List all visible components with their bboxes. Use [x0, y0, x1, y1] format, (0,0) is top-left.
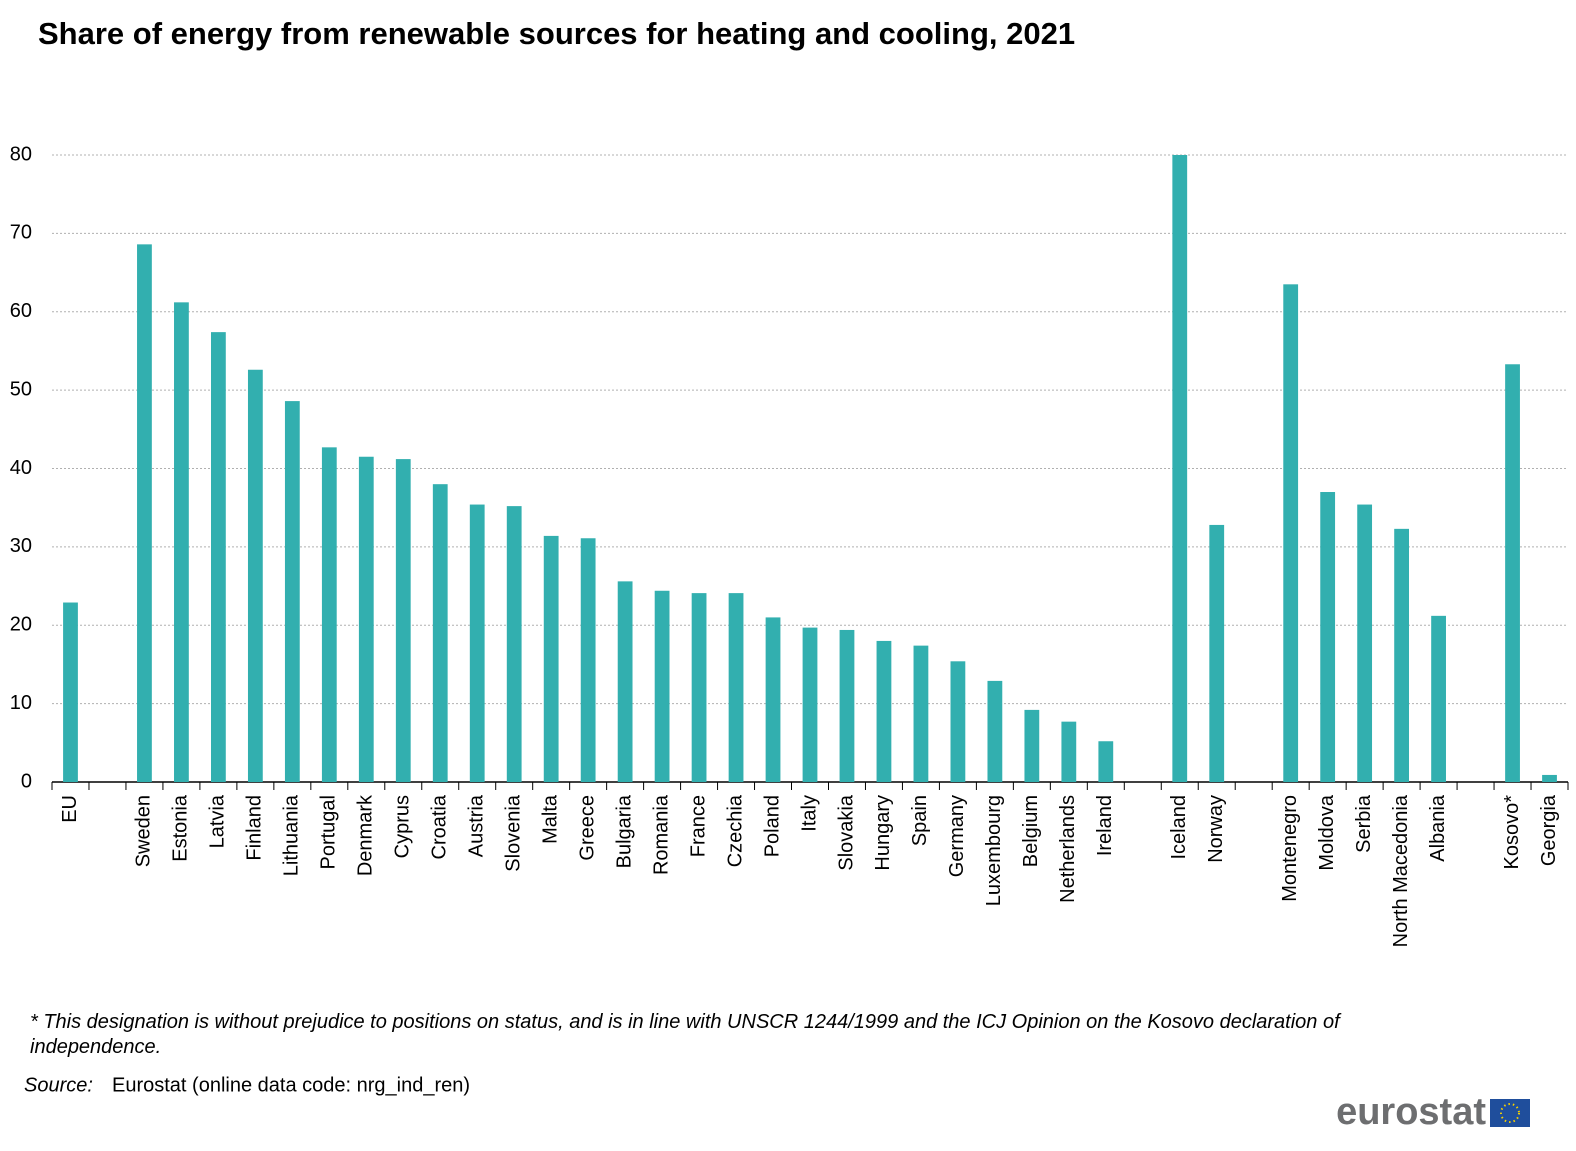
- x-tick-label: Portugal: [318, 795, 340, 870]
- bar: [1283, 284, 1299, 782]
- bar: [358, 456, 374, 782]
- x-tick-label: Latvia: [207, 794, 229, 848]
- x-tick-label: France: [687, 795, 709, 857]
- logo-text: eurostat: [1336, 1091, 1486, 1133]
- bar: [469, 504, 485, 782]
- y-tick-label: 10: [10, 692, 32, 714]
- x-tick-label: EU: [59, 795, 81, 823]
- bar: [1172, 155, 1188, 782]
- bar: [63, 602, 78, 782]
- bar: [1024, 709, 1040, 782]
- y-tick-label: 40: [10, 457, 32, 479]
- x-tick-label: Italy: [798, 795, 820, 832]
- bar: [876, 640, 892, 782]
- y-tick-label: 30: [10, 535, 32, 557]
- bar: [321, 447, 337, 782]
- bar: [913, 645, 929, 782]
- bar: [654, 590, 670, 782]
- x-tick-label: Moldova: [1316, 794, 1338, 870]
- bar: [1098, 741, 1114, 782]
- x-tick-label: Bulgaria: [613, 794, 635, 868]
- bar: [210, 332, 226, 782]
- x-tick-label: Malta: [539, 794, 561, 844]
- x-tick-label: Finland: [244, 795, 266, 861]
- bar: [1209, 524, 1225, 782]
- x-tick-label: Norway: [1205, 795, 1227, 863]
- bar: [174, 302, 189, 782]
- x-tick-label: Denmark: [355, 794, 377, 876]
- x-tick-label: Netherlands: [1057, 795, 1079, 903]
- x-tick-label: Sweden: [133, 795, 155, 867]
- bar: [543, 535, 559, 782]
- bar: [247, 369, 263, 782]
- bar: [1061, 721, 1077, 782]
- bar: [580, 538, 596, 782]
- x-tick-label: North Macedonia: [1390, 794, 1412, 947]
- y-tick-label: 0: [21, 770, 32, 792]
- x-tick-label: Ireland: [1094, 795, 1116, 856]
- y-tick-label: 60: [10, 300, 32, 322]
- bar: [839, 629, 855, 782]
- x-tick-label: Austria: [466, 794, 488, 857]
- x-tick-label: Croatia: [429, 794, 451, 859]
- y-tick-label: 70: [10, 222, 32, 244]
- bar: [802, 627, 818, 782]
- bar: [728, 593, 744, 782]
- bar: [950, 661, 966, 782]
- x-tick-label: Greece: [576, 795, 598, 861]
- x-tick-label: Slovakia: [835, 794, 857, 870]
- bar: [1542, 774, 1557, 782]
- bar: [506, 506, 522, 782]
- bar: [765, 617, 781, 782]
- chart-title: Share of energy from renewable sources f…: [38, 16, 1075, 51]
- y-tick-label: 20: [10, 614, 32, 636]
- bar: [617, 581, 633, 782]
- x-tick-label: Romania: [650, 794, 672, 875]
- y-tick-label: 50: [10, 378, 32, 400]
- x-tick-label: Estonia: [170, 794, 192, 862]
- x-tick-label: Albania: [1427, 794, 1449, 862]
- bar: [1320, 492, 1336, 782]
- bar: [432, 484, 448, 782]
- bar: [137, 244, 152, 782]
- bar: [1357, 504, 1373, 782]
- bar: [691, 593, 707, 782]
- logo-stars: [1500, 1103, 1520, 1123]
- x-tick-label: Belgium: [1020, 795, 1042, 867]
- x-tick-label: Spain: [909, 795, 931, 846]
- x-tick-label: Kosovo*: [1501, 795, 1523, 870]
- x-tick-label: Germany: [946, 795, 968, 877]
- x-tick-label: Lithuania: [281, 794, 303, 876]
- x-tick-label: Hungary: [872, 795, 894, 871]
- source-label: Source:: [24, 1074, 93, 1096]
- footnote-box: * This designation is without prejudice …: [30, 1011, 1340, 1058]
- bar: [987, 680, 1003, 782]
- x-tick-label: Serbia: [1353, 794, 1375, 853]
- x-tick-label: Czechia: [724, 794, 746, 867]
- bar: [395, 459, 411, 782]
- x-tick-label: Cyprus: [392, 795, 414, 858]
- source: Eurostat (online data code: nrg_ind_ren): [112, 1074, 470, 1096]
- x-tick-label: Luxembourg: [983, 795, 1005, 906]
- x-tick-label: Georgia: [1538, 794, 1560, 866]
- x-tick-label: Montenegro: [1279, 795, 1301, 902]
- footnote: * This designation is without prejudice …: [30, 1011, 1340, 1058]
- y-tick-label: 80: [10, 143, 32, 165]
- bar: [1394, 528, 1410, 782]
- x-tick-label: Poland: [761, 795, 783, 857]
- bar: [1505, 364, 1520, 782]
- x-tick-label: Slovenia: [502, 794, 524, 872]
- bar: [284, 401, 300, 782]
- bar: [1431, 615, 1446, 782]
- x-tick-label: Iceland: [1168, 795, 1190, 860]
